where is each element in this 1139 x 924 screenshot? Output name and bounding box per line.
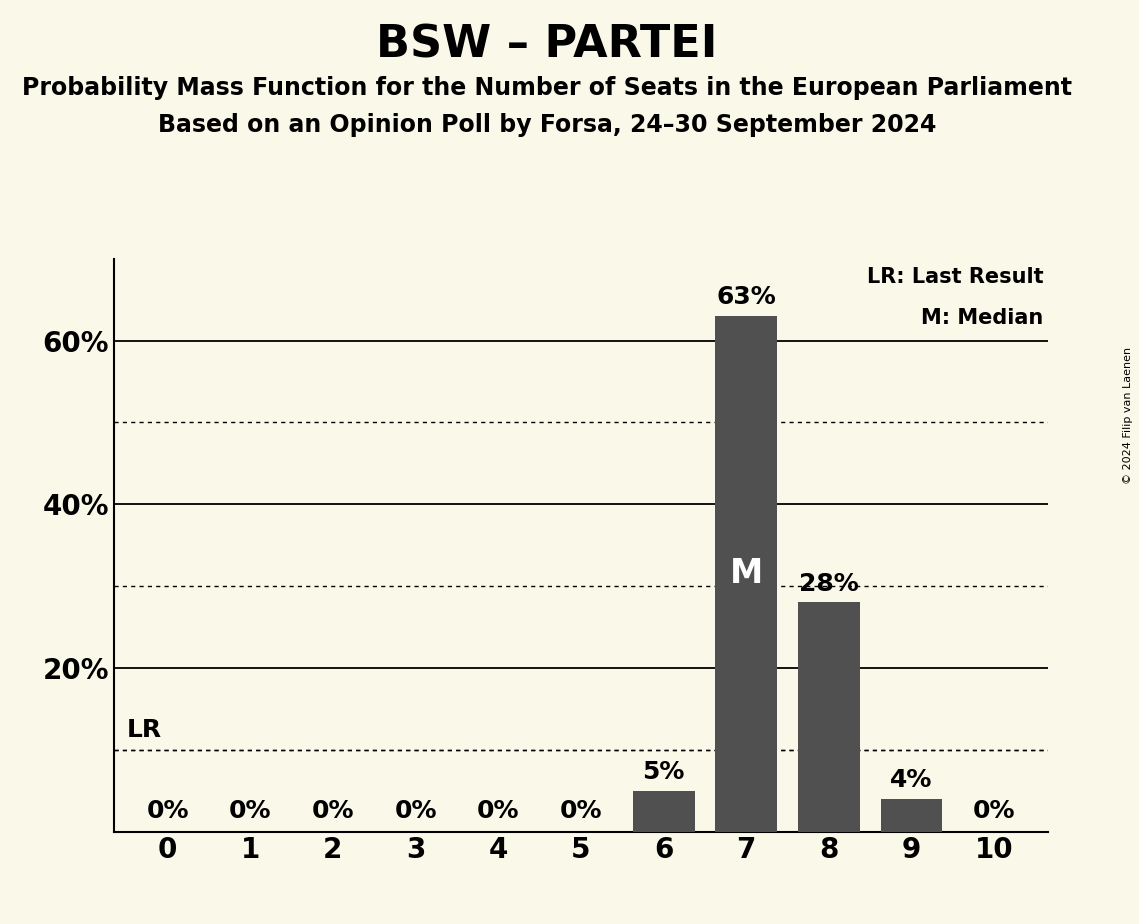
Text: 0%: 0%	[394, 799, 437, 823]
Text: M: Median: M: Median	[921, 308, 1043, 328]
Bar	[797, 602, 860, 832]
Text: LR: LR	[126, 718, 162, 742]
Text: 63%: 63%	[716, 286, 776, 310]
Bar	[715, 316, 777, 832]
Text: 0%: 0%	[477, 799, 519, 823]
Bar	[632, 791, 695, 832]
Text: 5%: 5%	[642, 760, 685, 784]
Text: 0%: 0%	[973, 799, 1015, 823]
Text: LR: Last Result: LR: Last Result	[867, 267, 1043, 287]
Text: 28%: 28%	[798, 572, 859, 596]
Text: Based on an Opinion Poll by Forsa, 24–30 September 2024: Based on an Opinion Poll by Forsa, 24–30…	[157, 113, 936, 137]
Text: Probability Mass Function for the Number of Seats in the European Parliament: Probability Mass Function for the Number…	[22, 76, 1072, 100]
Text: 0%: 0%	[147, 799, 189, 823]
Bar	[880, 799, 942, 832]
Text: 0%: 0%	[312, 799, 354, 823]
Text: M: M	[730, 557, 763, 590]
Text: BSW – PARTEI: BSW – PARTEI	[376, 23, 718, 67]
Text: 0%: 0%	[559, 799, 603, 823]
Text: © 2024 Filip van Laenen: © 2024 Filip van Laenen	[1123, 347, 1133, 484]
Text: 0%: 0%	[229, 799, 271, 823]
Text: 4%: 4%	[891, 769, 933, 792]
